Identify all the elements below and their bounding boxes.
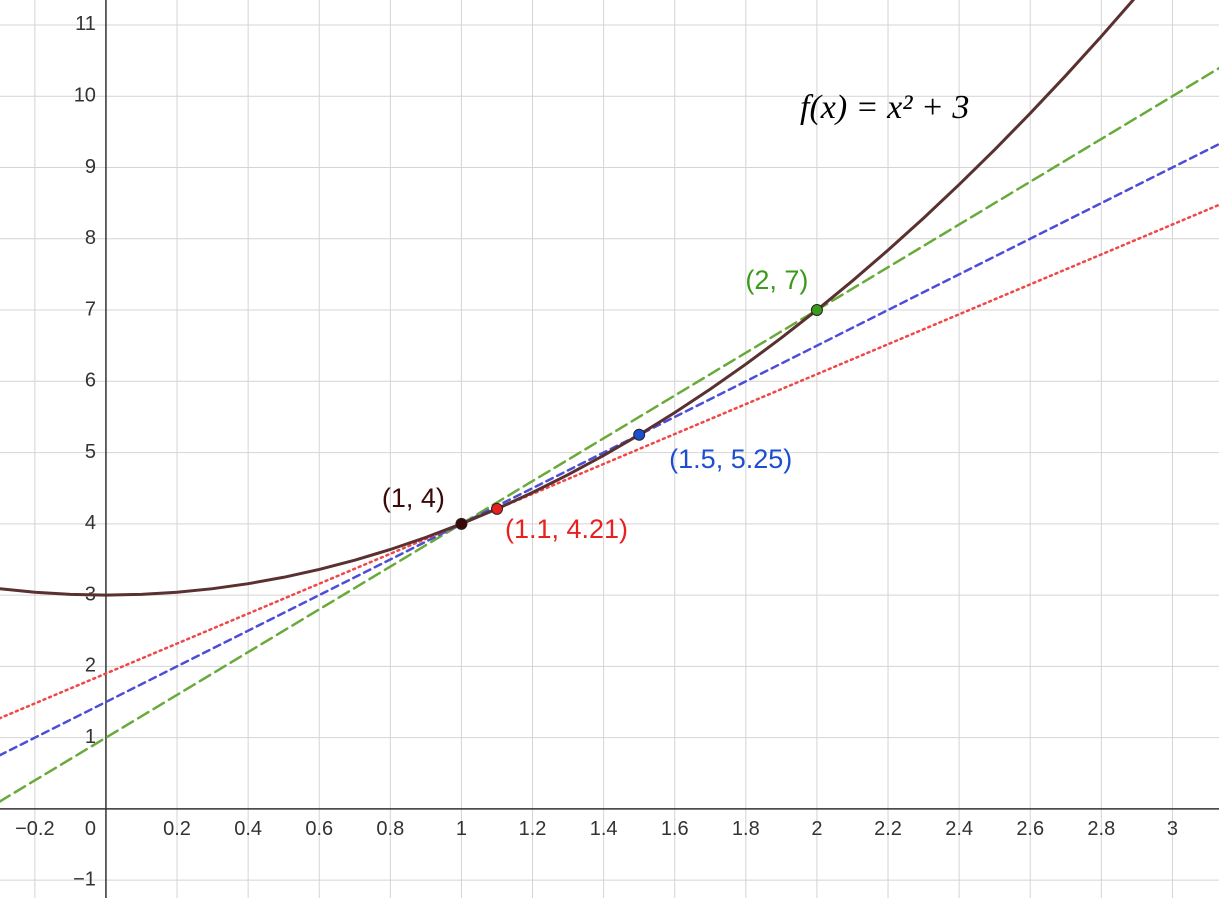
y-tick-label: 1 bbox=[85, 726, 96, 748]
point-label: (1, 4) bbox=[382, 483, 445, 513]
point bbox=[455, 517, 468, 530]
x-tick-label: 2.6 bbox=[1016, 818, 1044, 840]
function-label: f(x) = x² + 3 bbox=[800, 89, 969, 126]
y-tick-label: 10 bbox=[74, 84, 96, 106]
y-tick-label: 6 bbox=[85, 370, 96, 392]
x-tick-label: 2 bbox=[811, 818, 822, 840]
x-tick-label: 2.8 bbox=[1087, 818, 1115, 840]
x-tick-label: 0.2 bbox=[163, 818, 191, 840]
y-tick-label: 11 bbox=[75, 13, 96, 35]
y-tick-label: −1 bbox=[73, 868, 96, 890]
y-tick-label: 2 bbox=[85, 655, 96, 677]
x-tick-label: 1.6 bbox=[661, 818, 689, 840]
x-tick-label: 1.4 bbox=[590, 818, 618, 840]
secant-line bbox=[0, 203, 1219, 720]
y-tick-label: 8 bbox=[85, 227, 96, 249]
x-tick-label: 1.8 bbox=[732, 818, 760, 840]
function-curve bbox=[0, 0, 1136, 597]
point-label: (1.1, 4.21) bbox=[505, 514, 628, 544]
point-label: (1.5, 5.25) bbox=[669, 444, 792, 474]
y-tick-label: 7 bbox=[85, 298, 96, 320]
x-tick-label: 3 bbox=[1167, 818, 1178, 840]
x-tick-label: 0.4 bbox=[234, 818, 262, 840]
x-tick-label: 2.2 bbox=[874, 818, 902, 840]
y-tick-label: 5 bbox=[85, 441, 96, 463]
x-tick-label: 1.2 bbox=[519, 818, 547, 840]
point bbox=[633, 428, 646, 441]
x-tick-label: 0.6 bbox=[305, 818, 333, 840]
point bbox=[490, 502, 503, 515]
x-tick-label: 0 bbox=[85, 818, 96, 840]
x-tick-label: 0.8 bbox=[376, 818, 404, 840]
x-tick-label: 2.4 bbox=[945, 818, 973, 840]
point-label: (2, 7) bbox=[745, 265, 808, 295]
x-tick-label: −0.2 bbox=[15, 818, 54, 840]
point bbox=[810, 304, 823, 317]
secant-line bbox=[0, 66, 1219, 803]
x-tick-label: 1 bbox=[456, 818, 467, 840]
y-tick-label: 4 bbox=[85, 512, 96, 534]
secant-line bbox=[0, 142, 1219, 757]
y-tick-label: 9 bbox=[85, 156, 96, 178]
